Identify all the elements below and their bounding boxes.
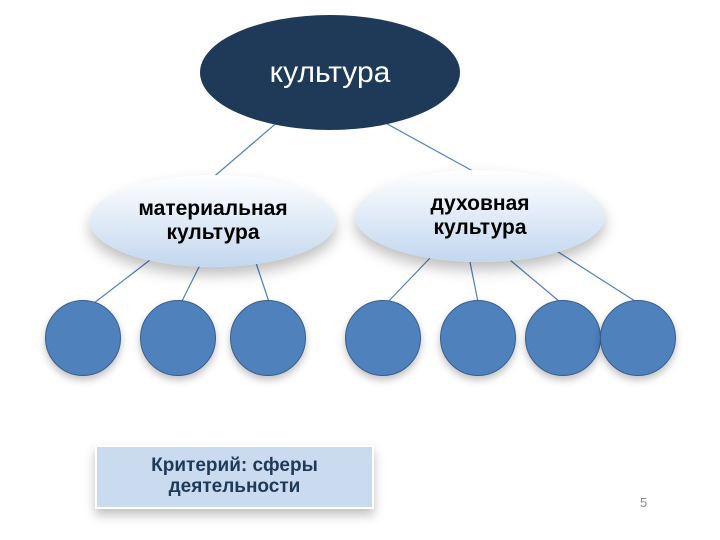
mid-label-line: духовная: [430, 192, 529, 215]
leaf-node-6: [525, 300, 601, 376]
leaf-node-4: [345, 300, 421, 376]
mid-label-line: культура: [166, 221, 259, 244]
caption-line1: Критерий: сферы: [151, 455, 318, 476]
page-number: 5: [640, 495, 647, 510]
leaf-node-5: [440, 300, 516, 376]
mid-label-line: материальная: [138, 197, 287, 220]
leaf-node-2: [140, 300, 216, 376]
mid-node-spiritual: духовнаякультура: [355, 170, 605, 262]
leaf-node-7: [600, 300, 676, 376]
leaf-node-1: [45, 300, 121, 376]
mid-label-line: культура: [433, 216, 526, 239]
mid-node-material: материальнаякультура: [90, 175, 336, 267]
root-node: культура: [200, 15, 460, 130]
caption-line2: деятельности: [169, 476, 301, 497]
leaf-node-3: [230, 300, 306, 376]
criterion-caption: Критерий: сферы деятельности: [95, 445, 374, 509]
root-label: культура: [270, 56, 391, 90]
